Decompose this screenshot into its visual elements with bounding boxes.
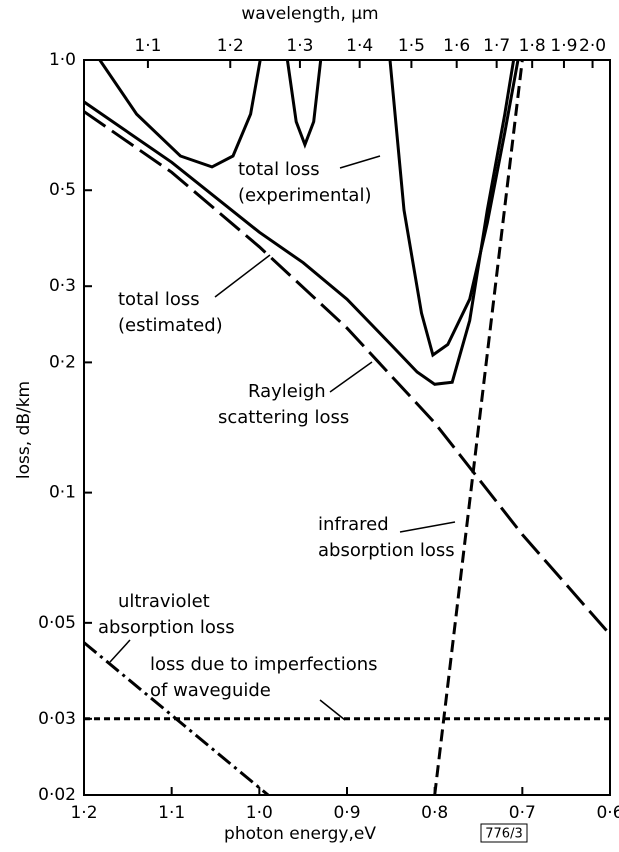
leader-line [339, 155, 381, 169]
x-tick-label: 0·8 [421, 803, 448, 823]
x2-tick-label: 1·3 [286, 36, 313, 56]
annotation: total loss [238, 159, 320, 180]
leader-line [399, 521, 456, 533]
x2-axis-label: wavelength, µm [241, 4, 378, 24]
figure-id: 776/3 [485, 827, 522, 842]
leader-line [329, 361, 373, 393]
x-tick-label: 1·0 [246, 803, 273, 823]
y-tick-label: 1·0 [49, 50, 76, 70]
figure-id-box [480, 823, 528, 843]
leader-line [214, 254, 271, 298]
x2-tick-label: 1·6 [443, 36, 470, 56]
annotation: (estimated) [118, 315, 223, 336]
y-tick-label: 0·5 [49, 180, 76, 200]
x2-tick-label: 1·5 [398, 36, 425, 56]
annotation: total loss [118, 289, 200, 310]
x-tick-label: 1·2 [70, 803, 97, 823]
y-tick-label: 0·3 [49, 276, 76, 296]
x-axis-label: photon energy,eV [224, 824, 376, 844]
annotation: (experimental) [238, 185, 371, 206]
y-tick-label: 0·1 [49, 483, 76, 503]
y-tick-label: 0·03 [38, 709, 76, 729]
x2-tick-label: 1·8 [519, 36, 546, 56]
x2-tick-label: 1·2 [217, 36, 244, 56]
x-tick-label: 0·7 [509, 803, 536, 823]
y-axis-label: loss, dB/km [14, 381, 34, 479]
x-tick-label: 0·6 [596, 803, 619, 823]
annotation: absorption loss [318, 540, 455, 561]
annotation: Rayleigh [248, 381, 326, 402]
annotation: ultraviolet [118, 591, 210, 612]
x-tick-label: 0·9 [333, 803, 360, 823]
annotation: of waveguide [150, 680, 271, 701]
x2-tick-label: 1·1 [134, 36, 161, 56]
x2-tick-label: 1·7 [483, 36, 510, 56]
y-tick-label: 0·05 [38, 613, 76, 633]
leader-line [109, 639, 131, 663]
x2-tick-label: 1·4 [346, 36, 373, 56]
annotation: infrared [318, 514, 389, 535]
x-tick-label: 1·1 [158, 803, 185, 823]
annotation: scattering loss [218, 407, 349, 428]
series-line [98, 60, 520, 358]
series-line [433, 60, 524, 795]
annotation: absorption loss [98, 617, 235, 638]
x2-tick-label: 2·0 [579, 36, 606, 56]
leader-line [319, 699, 346, 721]
annotation: loss due to imperfections [150, 654, 378, 675]
series-line [84, 60, 516, 386]
y-tick-label: 0·2 [49, 352, 76, 372]
x2-tick-label: 1·9 [550, 36, 577, 56]
y-tick-label: 0·02 [38, 785, 76, 805]
series-line [84, 110, 610, 636]
